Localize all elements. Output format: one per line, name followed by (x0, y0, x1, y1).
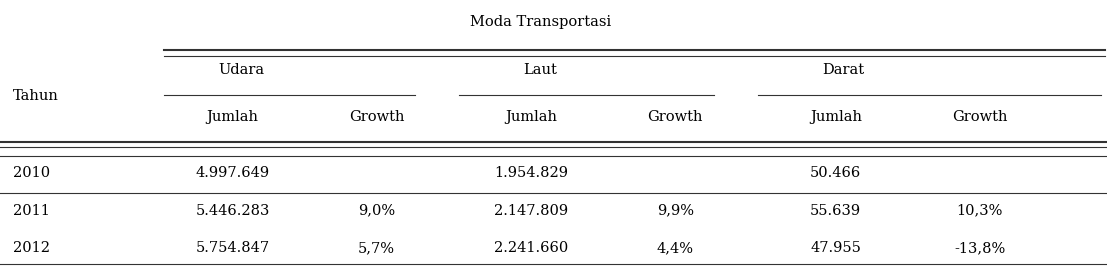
Text: 50.466: 50.466 (810, 166, 861, 180)
Text: Laut: Laut (524, 63, 557, 77)
Text: 2.147.809: 2.147.809 (495, 204, 568, 218)
Text: Growth: Growth (349, 110, 404, 124)
Text: Moda Transportasi: Moda Transportasi (469, 15, 611, 29)
Text: 5.754.847: 5.754.847 (196, 241, 269, 255)
Text: 9,0%: 9,0% (358, 204, 395, 218)
Text: Jumlah: Jumlah (506, 110, 557, 124)
Text: Growth: Growth (952, 110, 1007, 124)
Text: -13,8%: -13,8% (954, 241, 1005, 255)
Text: Growth: Growth (648, 110, 703, 124)
Text: 47.955: 47.955 (810, 241, 861, 255)
Text: Udara: Udara (218, 63, 265, 77)
Text: Darat: Darat (823, 63, 865, 77)
Text: 9,9%: 9,9% (656, 204, 694, 218)
Text: 5,7%: 5,7% (358, 241, 395, 255)
Text: 10,3%: 10,3% (956, 204, 1003, 218)
Text: 4,4%: 4,4% (656, 241, 694, 255)
Text: 2010: 2010 (13, 166, 51, 180)
Text: Jumlah: Jumlah (810, 110, 861, 124)
Text: 1.954.829: 1.954.829 (495, 166, 568, 180)
Text: 2.241.660: 2.241.660 (494, 241, 569, 255)
Text: 2012: 2012 (13, 241, 50, 255)
Text: 55.639: 55.639 (810, 204, 861, 218)
Text: 5.446.283: 5.446.283 (195, 204, 270, 218)
Text: 4.997.649: 4.997.649 (196, 166, 269, 180)
Text: Jumlah: Jumlah (207, 110, 258, 124)
Text: Tahun: Tahun (13, 89, 59, 103)
Text: 2011: 2011 (13, 204, 50, 218)
